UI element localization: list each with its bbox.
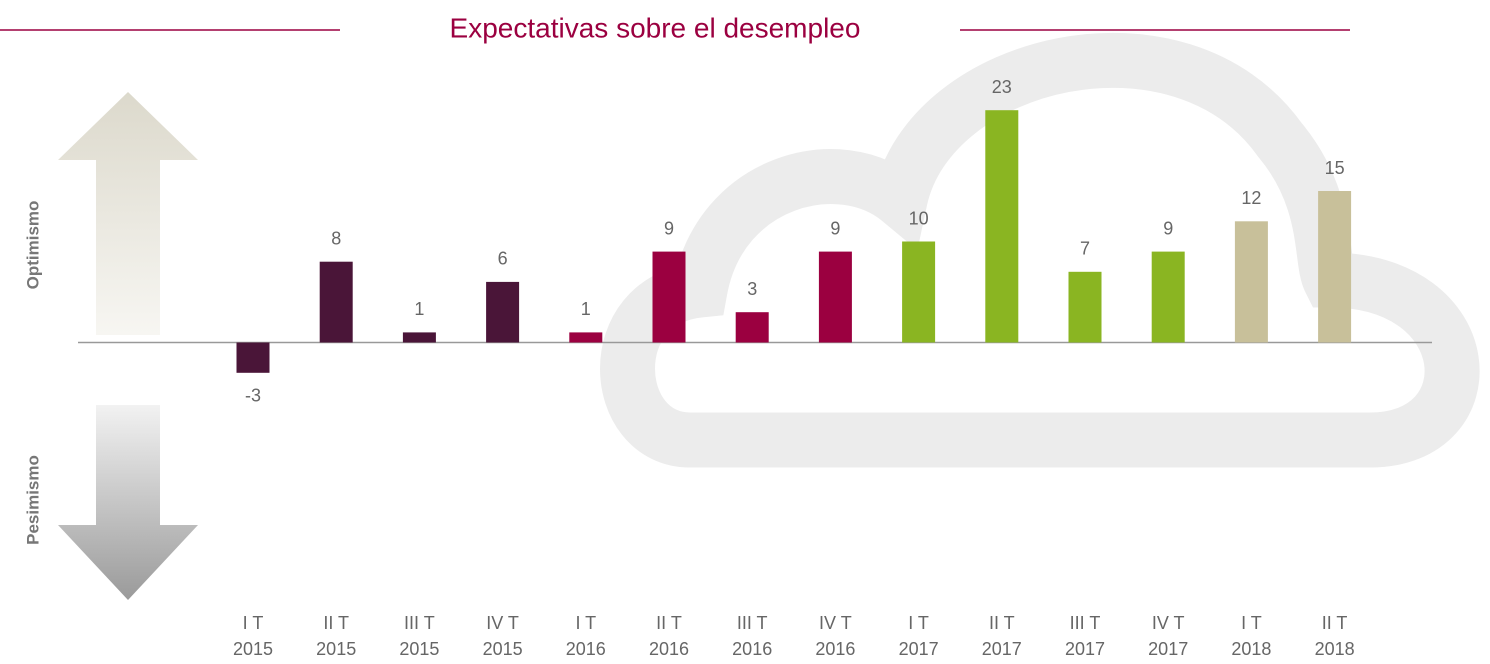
x-tick-label: 2016 [815, 639, 855, 659]
bar [236, 342, 270, 373]
value-label: 7 [1080, 239, 1090, 259]
value-label: 9 [830, 218, 840, 238]
x-tick-label: 2015 [399, 639, 439, 659]
value-label: 6 [498, 249, 508, 269]
value-label: 12 [1241, 188, 1261, 208]
value-label: 3 [747, 279, 757, 299]
x-tick-label: II T [989, 613, 1015, 633]
value-label: -3 [245, 386, 261, 406]
x-tick-label: 2016 [649, 639, 689, 659]
x-tick-label: II T [1322, 613, 1348, 633]
bar [1151, 251, 1185, 343]
up-arrow [58, 92, 198, 335]
x-tick-label: 2016 [566, 639, 606, 659]
value-label: 23 [992, 77, 1012, 97]
bar [402, 332, 436, 343]
bar [1234, 221, 1268, 343]
x-tick-label: IV T [1152, 613, 1185, 633]
value-label: 9 [1163, 218, 1173, 238]
x-tick-label: IV T [819, 613, 852, 633]
bar [818, 251, 852, 343]
value-label: 1 [581, 299, 591, 319]
x-tick-label: 2015 [316, 639, 356, 659]
x-tick-label: I T [1241, 613, 1262, 633]
x-tick-label: II T [323, 613, 349, 633]
x-tick-label: IV T [486, 613, 519, 633]
x-tick-label: 2017 [899, 639, 939, 659]
x-tick-label: III T [1070, 613, 1101, 633]
value-label: 15 [1325, 158, 1345, 178]
down-arrow [58, 405, 198, 600]
bar [735, 312, 769, 343]
value-label: 9 [664, 218, 674, 238]
bar [1318, 191, 1352, 343]
x-tick-label: III T [404, 613, 435, 633]
x-tick-label: 2015 [483, 639, 523, 659]
x-tick-label: 2017 [1065, 639, 1105, 659]
x-tick-label: 2017 [982, 639, 1022, 659]
bar [1068, 271, 1102, 343]
bar [319, 261, 353, 343]
value-label: 8 [331, 228, 341, 248]
annotation: Optimismo [23, 201, 42, 290]
bar [652, 251, 686, 343]
x-tick-label: III T [737, 613, 768, 633]
x-tick-label: II T [656, 613, 682, 633]
x-tick-label: 2017 [1148, 639, 1188, 659]
x-tick-label: 2018 [1231, 639, 1271, 659]
bar [569, 332, 603, 343]
value-label: 10 [909, 208, 929, 228]
annotation: Pesimismo [23, 455, 42, 545]
x-tick-label: 2018 [1315, 639, 1355, 659]
bar [486, 281, 520, 343]
bar [902, 241, 936, 343]
chart-title: Expectativas sobre el desempleo [450, 12, 861, 43]
x-tick-label: 2016 [732, 639, 772, 659]
x-tick-label: 2015 [233, 639, 273, 659]
value-label: 1 [414, 299, 424, 319]
x-tick-label: I T [908, 613, 929, 633]
x-tick-label: I T [243, 613, 264, 633]
x-tick-label: I T [575, 613, 596, 633]
bar [985, 110, 1019, 343]
